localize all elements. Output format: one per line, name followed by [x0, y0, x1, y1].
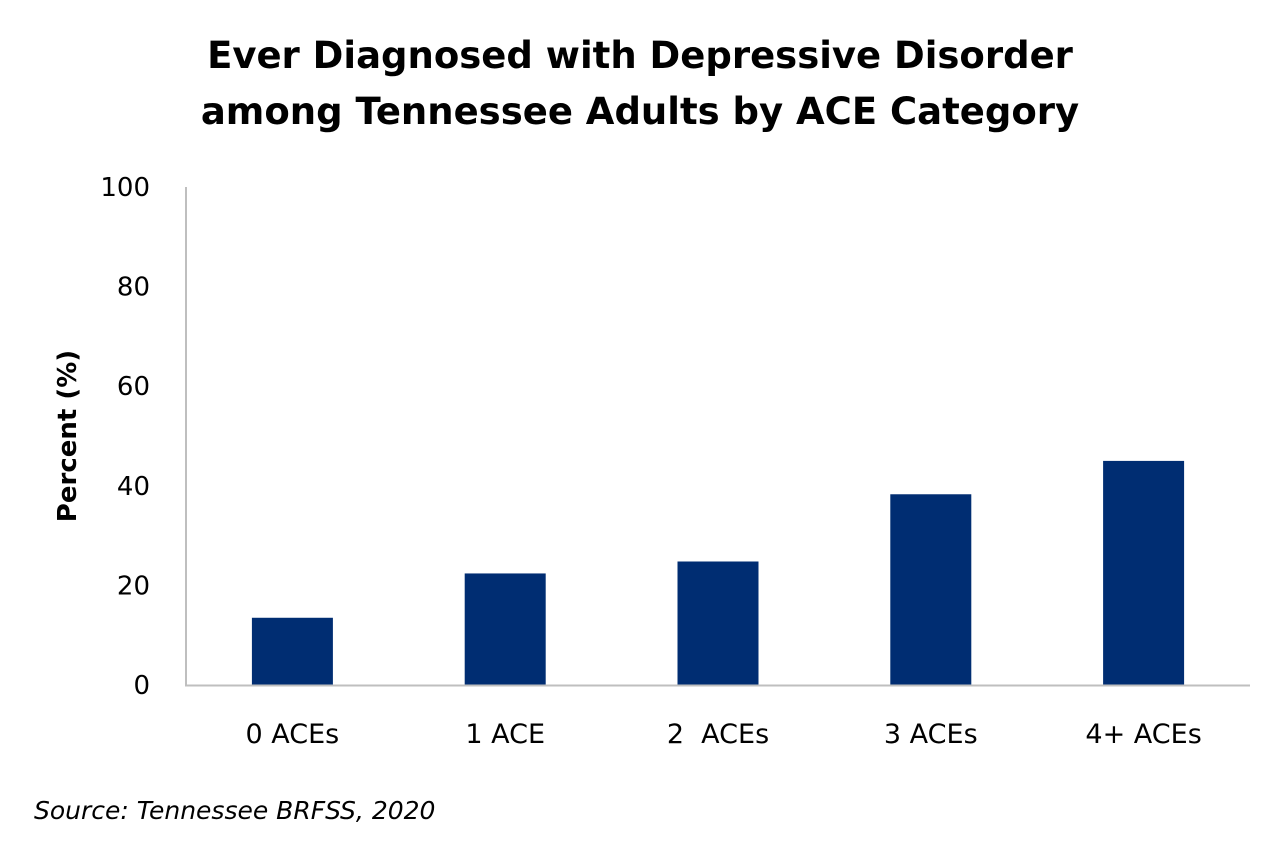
x-category-label: 3 ACEs [884, 719, 978, 750]
y-tick-label: 40 [117, 472, 150, 502]
chart-title-line: Ever Diagnosed with Depressive Disorder [207, 34, 1073, 77]
bar [890, 494, 972, 685]
bar [464, 573, 546, 685]
x-category-label: 2 ACEs [667, 719, 769, 750]
x-category-label: 4+ ACEs [1085, 719, 1201, 750]
y-tick-label: 0 [133, 671, 150, 701]
x-category-label: 1 ACE [465, 719, 545, 750]
x-category-label: 0 ACEs [246, 719, 340, 750]
source-note: Source: Tennessee BRFSS, 2020 [34, 796, 436, 825]
bar [1103, 460, 1185, 685]
y-axis-label: Percent (%) [53, 350, 83, 522]
y-tick-label: 60 [117, 372, 150, 402]
bar [677, 561, 759, 685]
chart-title: Ever Diagnosed with Depressive Disorder … [0, 28, 1280, 140]
y-tick-label: 20 [117, 571, 150, 601]
y-tick-label: 80 [117, 273, 150, 303]
chart-title-line: among Tennessee Adults by ACE Category [200, 90, 1080, 133]
y-tick-label: 100 [100, 173, 150, 203]
bar [251, 617, 333, 685]
